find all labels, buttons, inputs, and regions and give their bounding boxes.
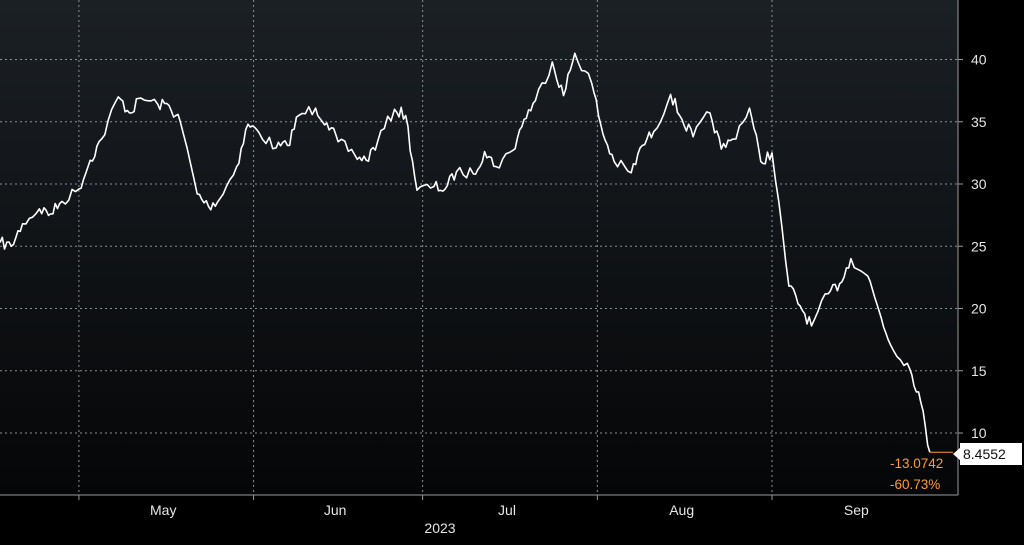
y-tick-label: 40 <box>971 52 987 68</box>
price-line <box>0 52 931 453</box>
change-percent: -60.73% <box>890 477 940 492</box>
x-tick-label: Sep <box>844 502 869 518</box>
change-value: -13.0742 <box>890 456 943 471</box>
last-value-pointer <box>953 447 961 461</box>
x-axis-year-label: 2023 <box>424 520 455 536</box>
plot-background <box>0 0 958 495</box>
y-tick-label: 35 <box>971 114 987 130</box>
y-tick-label: 20 <box>971 301 987 317</box>
y-axis-ticks: 10 15 20 25 30 35 40 <box>958 52 987 441</box>
y-tick-label: 25 <box>971 238 987 254</box>
x-tick-label: Jun <box>324 502 347 518</box>
y-tick-label: 15 <box>971 363 987 379</box>
last-value-label: 8.4552 <box>953 443 1022 465</box>
last-value-text: 8.4552 <box>963 446 1006 462</box>
y-tick-label: 30 <box>971 176 987 192</box>
y-tick-label: 10 <box>971 425 987 441</box>
last-value-box <box>960 443 1022 465</box>
x-tick-label: Jul <box>498 502 516 518</box>
x-axis-ticks: May Jun Jul Aug Sep <box>78 495 869 518</box>
x-tick-label: May <box>150 502 176 518</box>
x-tick-label: Aug <box>669 502 694 518</box>
